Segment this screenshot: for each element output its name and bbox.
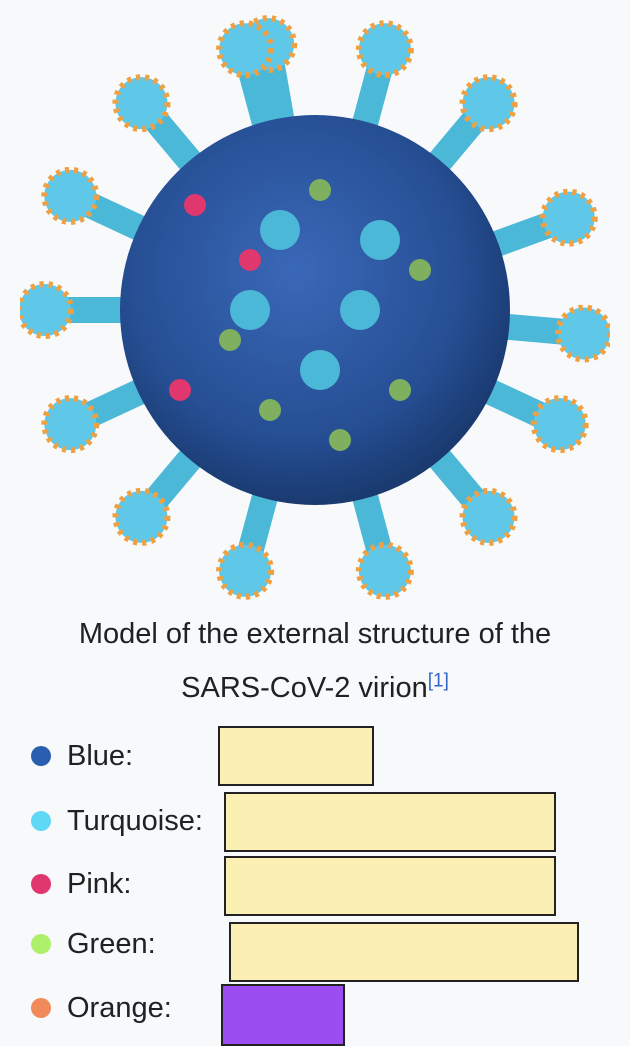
legend-item-orange: Orange:: [0, 984, 630, 1044]
green-dot-icon: [31, 934, 51, 954]
legend-item-pink: Pink:: [0, 856, 630, 916]
spike-head: [463, 491, 515, 543]
caption-line-1: Model of the external structure of the: [0, 618, 630, 651]
caption-line-2: SARS-CoV-2 virion[1]: [0, 672, 630, 705]
answer-box-pink[interactable]: [224, 856, 556, 916]
surface-protein: [239, 249, 261, 271]
surface-protein: [219, 329, 241, 351]
spike-head: [463, 77, 515, 129]
spike-head: [359, 545, 411, 597]
legend-item-turquoise: Turquoise:: [0, 792, 630, 852]
spike-head: [44, 398, 96, 450]
surface-protein: [169, 379, 191, 401]
spike-head: [219, 23, 271, 75]
surface-protein: [259, 399, 281, 421]
legend-label-turquoise: Turquoise:: [67, 805, 203, 838]
legend-label-blue: Blue:: [67, 740, 133, 773]
spike-head: [115, 491, 167, 543]
spike-head: [20, 284, 71, 336]
answer-box-orange[interactable]: [221, 984, 345, 1046]
legend-label-pink: Pink:: [67, 868, 131, 901]
spike-head: [359, 23, 411, 75]
answer-box-green[interactable]: [229, 922, 579, 982]
orange-dot-icon: [31, 998, 51, 1018]
answer-box-blue[interactable]: [218, 726, 374, 786]
virion-model-image: [20, 10, 610, 600]
caption-title: SARS-CoV-2 virion: [181, 672, 428, 704]
surface-protein: [329, 429, 351, 451]
legend-item-green: Green:: [0, 922, 630, 982]
pink-dot-icon: [31, 874, 51, 894]
surface-protein: [389, 379, 411, 401]
surface-protein: [309, 179, 331, 201]
reference-link[interactable]: [1]: [428, 670, 449, 691]
turquoise-dot-icon: [31, 811, 51, 831]
spike-head: [534, 398, 586, 450]
legend-label-orange: Orange:: [67, 992, 172, 1025]
surface-protein: [260, 210, 300, 250]
answer-box-turquoise[interactable]: [224, 792, 556, 852]
surface-protein: [360, 220, 400, 260]
surface-protein: [300, 350, 340, 390]
spike-head: [558, 308, 610, 360]
surface-protein: [184, 194, 206, 216]
blue-dot-icon: [31, 746, 51, 766]
spike-head: [44, 170, 96, 222]
surface-protein: [340, 290, 380, 330]
spike-head: [115, 77, 167, 129]
spike-head: [543, 192, 595, 244]
surface-protein: [230, 290, 270, 330]
surface-protein: [409, 259, 431, 281]
legend-item-blue: Blue:: [0, 726, 630, 786]
spike-head: [219, 545, 271, 597]
legend-label-green: Green:: [67, 928, 156, 961]
